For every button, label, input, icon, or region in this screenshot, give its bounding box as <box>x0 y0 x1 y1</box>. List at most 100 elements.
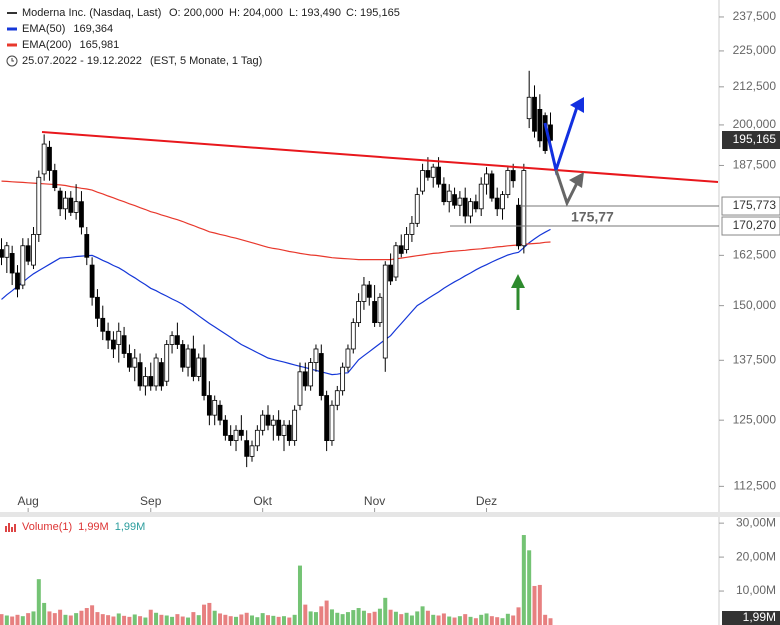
ohlc: O: 200,000 <box>169 7 223 19</box>
volume-title: Volume(1) <box>22 521 72 533</box>
volume-bar <box>548 618 553 625</box>
candle-body <box>494 197 500 210</box>
y-tick-label: 30,00M <box>736 515 776 529</box>
candle-body <box>302 371 308 387</box>
volume-bar <box>457 616 462 625</box>
candle-body <box>68 197 74 213</box>
clock-icon <box>6 55 18 67</box>
candle-body <box>190 348 196 377</box>
candle-body <box>292 409 298 442</box>
candle-body <box>516 204 521 247</box>
volume-bar <box>495 617 500 625</box>
volume-bar <box>111 616 116 625</box>
ema-line <box>1 180 551 261</box>
panel-separator <box>0 512 780 517</box>
candle-body <box>350 322 356 350</box>
volume-bar <box>388 609 393 625</box>
candle-body <box>409 222 415 235</box>
price-panel <box>0 70 553 468</box>
candle-body <box>158 362 164 387</box>
arrow-head <box>511 274 525 288</box>
y-tick-label: 225,000 <box>733 43 777 57</box>
y-tick-label: 162,500 <box>733 248 777 262</box>
volume-bar <box>84 608 89 625</box>
volume-bar <box>329 609 334 625</box>
candle-body <box>270 419 276 426</box>
volume-bar <box>292 614 297 625</box>
candle-body <box>244 440 250 457</box>
candle-body <box>254 429 260 447</box>
volume-bar <box>20 616 25 625</box>
candle-body <box>441 183 447 203</box>
candle-body <box>345 348 351 368</box>
price-tag <box>722 131 780 149</box>
volume-bar <box>308 611 313 625</box>
volume-bar <box>532 585 537 625</box>
volume-bar <box>127 616 132 625</box>
volume-bar <box>543 614 548 625</box>
candle-body <box>63 197 68 210</box>
candle-body <box>79 201 84 228</box>
level-label: 170,270 <box>733 218 777 232</box>
candle-body <box>201 357 207 396</box>
candle-body <box>526 96 532 120</box>
candle-body <box>334 390 340 406</box>
volume-bar <box>473 618 478 625</box>
volume-bar <box>148 609 153 625</box>
candle-body <box>366 284 372 298</box>
candle-body <box>212 399 218 416</box>
legend-label: EMA(50) <box>22 23 65 35</box>
volume-bar <box>297 565 302 625</box>
volume-bar <box>138 616 143 625</box>
candle-body <box>20 245 26 286</box>
candle-body <box>169 335 175 345</box>
candle-body <box>111 339 116 350</box>
candle-body <box>446 190 452 203</box>
candle-body <box>420 170 425 192</box>
volume-bar <box>154 612 159 625</box>
candle-body <box>217 404 223 421</box>
candle-body <box>318 353 324 396</box>
volume-bar <box>356 608 361 625</box>
period-info: (EST, 5 Monate, 1 Tag) <box>150 55 262 67</box>
last-price: 195,165 <box>733 132 777 146</box>
volume-bar <box>164 615 169 625</box>
candle-body <box>127 353 132 368</box>
volume-bar <box>196 615 201 625</box>
candle-body <box>452 194 457 206</box>
trendline <box>41 131 719 183</box>
candle-body <box>143 376 148 387</box>
volume-bar <box>281 616 286 625</box>
candle-body <box>340 366 346 392</box>
volume-bar <box>239 614 244 625</box>
volume-bar <box>234 616 239 625</box>
clock-icon <box>11 58 14 62</box>
volume-bar <box>441 613 446 625</box>
candle-body <box>457 197 463 206</box>
volume-bar <box>287 617 292 625</box>
volume-bar <box>303 604 308 625</box>
volume-icon <box>5 523 16 532</box>
volume-bar <box>68 615 73 625</box>
volume-bar <box>345 612 350 625</box>
candle-body <box>361 284 367 302</box>
candle-body <box>382 264 388 359</box>
volume-last: 1,99M <box>743 610 776 624</box>
volume-bar <box>47 611 52 625</box>
volume-bar <box>260 613 265 625</box>
volume-bar <box>26 613 31 625</box>
volume-bar <box>468 616 473 625</box>
volume-bar <box>100 614 105 625</box>
candle-body <box>404 234 409 250</box>
candle-body <box>57 190 63 210</box>
candle-body <box>260 414 266 431</box>
candle-body <box>414 194 420 224</box>
volume-bar <box>319 606 324 625</box>
volume-bar <box>116 613 121 625</box>
volume-bar <box>452 617 457 625</box>
candle-body <box>500 194 505 210</box>
candle-body <box>249 445 255 457</box>
candle-body <box>73 201 79 213</box>
volume-bar <box>79 610 84 625</box>
